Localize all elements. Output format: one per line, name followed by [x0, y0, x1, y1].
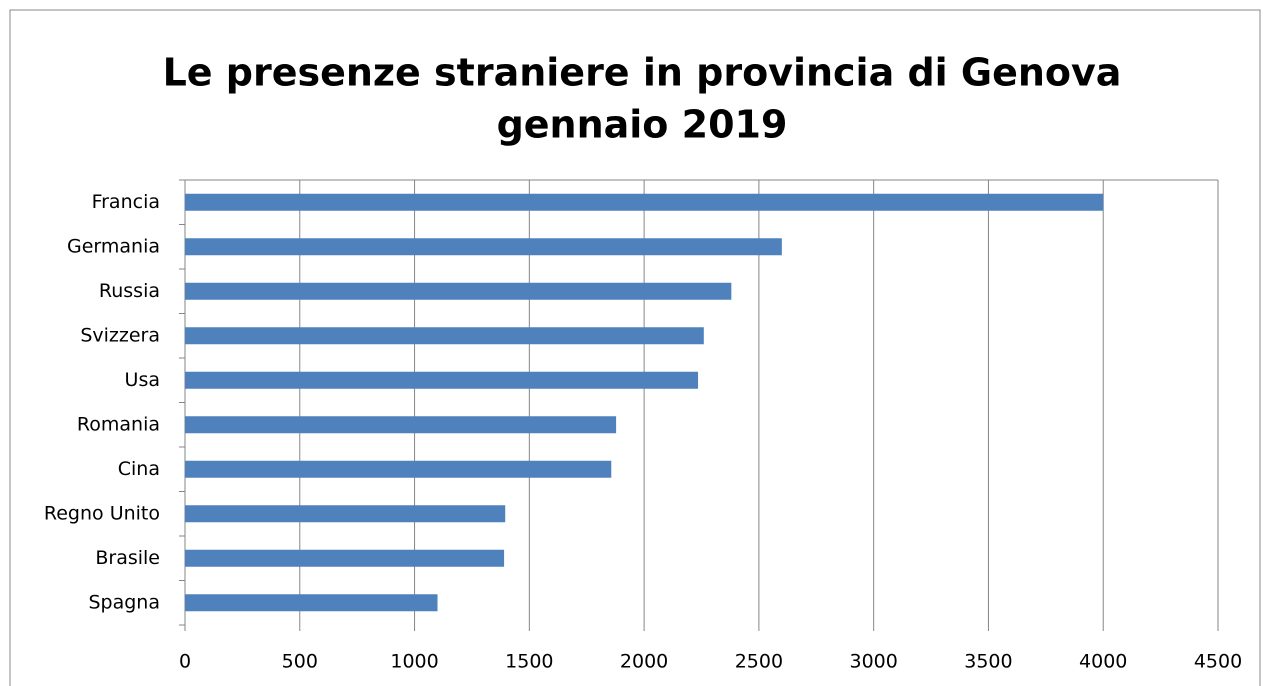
x-tick-label: 2000	[620, 651, 668, 673]
y-tick-label: Russia	[99, 280, 160, 302]
y-tick-label: Romania	[77, 413, 160, 435]
bar	[185, 238, 782, 256]
x-tick-label: 1500	[505, 651, 553, 673]
bar	[185, 460, 612, 478]
bar	[185, 594, 438, 612]
bar	[185, 193, 1104, 211]
y-tick-label: Usa	[125, 369, 160, 391]
x-tick-label: 1000	[390, 651, 438, 673]
chart-frame	[9, 9, 1261, 686]
x-tick-label: 3000	[849, 651, 897, 673]
x-tick-label: 0	[179, 651, 191, 673]
y-tick-label: Regno Unito	[44, 502, 160, 524]
x-tick-label: 3500	[964, 651, 1012, 673]
bar	[185, 282, 732, 300]
bar	[185, 327, 704, 345]
y-tick-label: Brasile	[95, 547, 160, 569]
y-tick-label: Francia	[92, 191, 160, 213]
y-tick-label: Cina	[118, 458, 160, 480]
y-tick-label: Svizzera	[80, 324, 160, 346]
bar	[185, 549, 505, 567]
x-tick-label: 4500	[1194, 651, 1242, 673]
x-tick-label: 2500	[735, 651, 783, 673]
bar	[185, 505, 506, 523]
chart-title: gennaio 2019	[497, 103, 788, 147]
chart-title: Le presenze straniere in provincia di Ge…	[163, 51, 1122, 95]
x-tick-label: 500	[282, 651, 318, 673]
bar	[185, 416, 617, 434]
y-tick-label: Germania	[67, 235, 160, 257]
bar	[185, 371, 699, 389]
y-tick-label: Spagna	[88, 591, 160, 613]
x-tick-label: 4000	[1079, 651, 1127, 673]
